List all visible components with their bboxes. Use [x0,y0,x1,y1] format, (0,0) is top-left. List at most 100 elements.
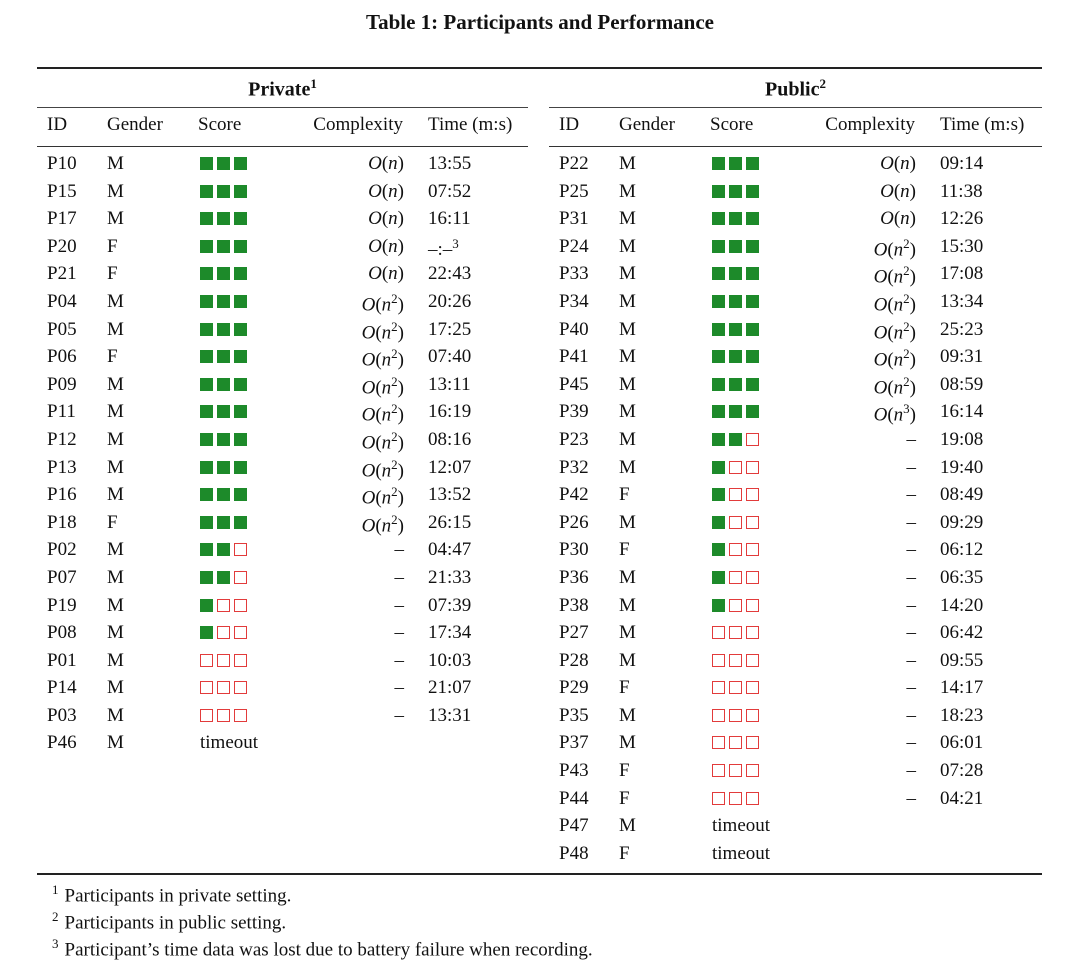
time: 09:14 [940,153,983,175]
score-pass-square [217,184,230,198]
score-pass-square [200,515,213,529]
time: 16:19 [428,401,471,423]
column-header: Gender [619,114,675,135]
score-fail-square [729,736,742,750]
participant-id: P24 [559,235,589,257]
participant-id: P03 [47,704,77,726]
score-fail-square [729,681,742,695]
column-header: Time (m:s) [428,114,513,135]
time-value: 06:42 [940,622,984,644]
complexity: – [394,649,405,671]
gender: M [107,180,124,202]
table-row: P02 M – 04:47 [37,536,528,564]
participant-id: P22 [559,153,589,174]
gender: M [619,815,636,837]
gender: M [107,677,124,699]
participant-id: P05 [47,318,77,340]
score-pass-square [746,157,759,170]
table-row: P13 M O(n2) 12:07 [37,454,528,482]
participant-id: P35 [559,704,589,726]
score-fail-square [729,764,742,778]
gender: M [619,401,636,423]
score-pass-square [712,598,725,612]
gender: M [107,732,124,754]
footnote: 1 Participants in private setting. [52,882,593,909]
score-fail-square [729,515,742,529]
score [712,263,763,285]
gender: M [107,428,124,450]
score [200,346,251,368]
gender: F [619,539,630,561]
participant-id: P01 [47,649,77,671]
score-pass-square [234,267,247,281]
score [200,429,251,451]
participant-id: P47 [559,815,589,837]
score [200,208,251,230]
time-value: 11:38 [940,180,983,202]
score-fail-square [746,488,759,502]
table-row: P40 M O(n2) 25:23 [549,316,1042,344]
complexity: O(n) [368,208,404,230]
table-row: P32 M – 19:40 [549,454,1042,482]
time-value: 07:52 [428,180,472,202]
score-fail-square [729,708,742,722]
score-fail-square [746,460,759,474]
time-value: 06:35 [940,566,984,588]
score-pass-square [712,377,725,391]
gender: M [619,622,636,644]
table-row: P07 M – 21:33 [37,564,528,592]
complexity: – [906,649,917,671]
score-pass-square [729,377,742,391]
complexity: – [906,622,917,644]
time-value: 09:29 [940,511,984,533]
time: 07:40 [428,346,471,368]
participant-id: P25 [559,180,589,202]
table-row: P09 M O(n2) 13:11 [37,371,528,399]
time-value: 07:28 [940,760,984,782]
score-pass-square [234,184,247,198]
time: 09:31 [940,346,983,368]
gender: M [619,263,636,285]
participant-id: P08 [47,622,77,644]
score-fail-square [729,653,742,667]
column-header: Complexity [313,114,403,135]
score-pass-square [712,267,725,281]
table-row: P33 M O(n2) 17:08 [549,260,1042,288]
table-row: P10 M O(n) 13:55 [37,150,528,178]
participant-id: P27 [559,622,589,644]
footnotes: 1 Participants in private setting. 2 Partic… [52,882,593,963]
complexity: O(n2) [361,401,404,426]
complexity: O(n2) [361,318,404,343]
score-pass-square [729,405,742,419]
top-rule [37,67,1042,69]
participant-id: P10 [47,153,77,174]
time-value: –:– [428,238,453,260]
score-pass-square [729,212,742,226]
time: 09:29 [940,512,983,534]
score-pass-square [200,184,213,198]
time: 06:01 [940,732,983,754]
participant-id: P13 [47,456,77,478]
gender: M [619,208,636,230]
score [712,484,763,506]
score-fail-square [729,626,742,640]
participant-id: P39 [559,401,589,423]
gender: F [619,842,630,864]
table-row: P38 M – 14:20 [549,592,1042,620]
footnote: 2 Participants in public setting. [52,909,593,936]
complexity: O(n2) [873,263,916,288]
time-value: 25:23 [940,318,984,340]
time: 17:08 [940,263,983,285]
time-value: 18:23 [940,704,984,726]
score-timeout: timeout [712,842,771,864]
participant-id: P40 [559,318,589,340]
score-pass-square [217,377,230,391]
private-rows: P10 M O(n) 13:55 P15 M O(n) 07:52 P17 M O(n) 16:11 P… [37,150,528,757]
table-row: P04 M O(n2) 20:26 [37,288,528,316]
gender: M [107,704,124,726]
score-pass-square [746,294,759,308]
column-header: Score [710,114,754,135]
score-pass-square [729,267,742,281]
score-pass-square [200,377,213,391]
score-pass-square [729,239,742,253]
